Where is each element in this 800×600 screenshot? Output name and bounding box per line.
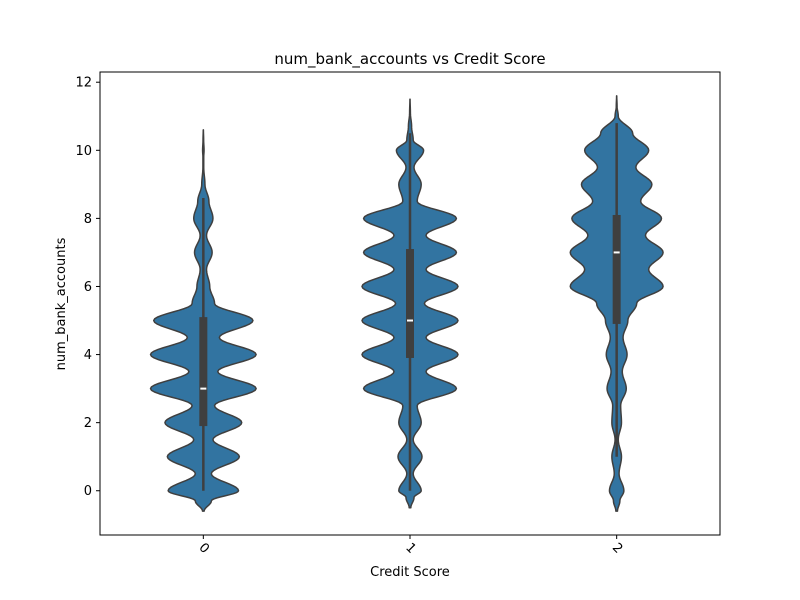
y-tick-label: 2 xyxy=(84,416,92,431)
x-axis: 0 1 2 xyxy=(196,535,625,557)
chart-title: num_bank_accounts vs Credit Score xyxy=(274,50,545,69)
y-tick-label: 0 xyxy=(84,484,92,499)
y-axis-label: num_bank_accounts xyxy=(54,237,69,370)
violins xyxy=(149,95,664,512)
y-tick-label: 6 xyxy=(84,280,92,295)
x-tick-label: 1 xyxy=(402,540,418,556)
iqr-box-0 xyxy=(199,317,208,427)
iqr-box-1 xyxy=(406,249,414,358)
x-axis-label: Credit Score xyxy=(370,565,450,580)
iqr-box-2 xyxy=(612,214,621,324)
x-tick-label: 0 xyxy=(196,540,212,556)
y-tick-label: 12 xyxy=(75,76,92,91)
y-tick-label: 4 xyxy=(84,348,92,363)
plot-frame xyxy=(99,71,721,536)
y-tick-label: 10 xyxy=(75,144,92,159)
y-axis: 0 2 4 6 8 10 12 xyxy=(75,76,100,499)
x-tick-label: 2 xyxy=(609,540,625,556)
y-tick-label: 8 xyxy=(84,212,92,227)
